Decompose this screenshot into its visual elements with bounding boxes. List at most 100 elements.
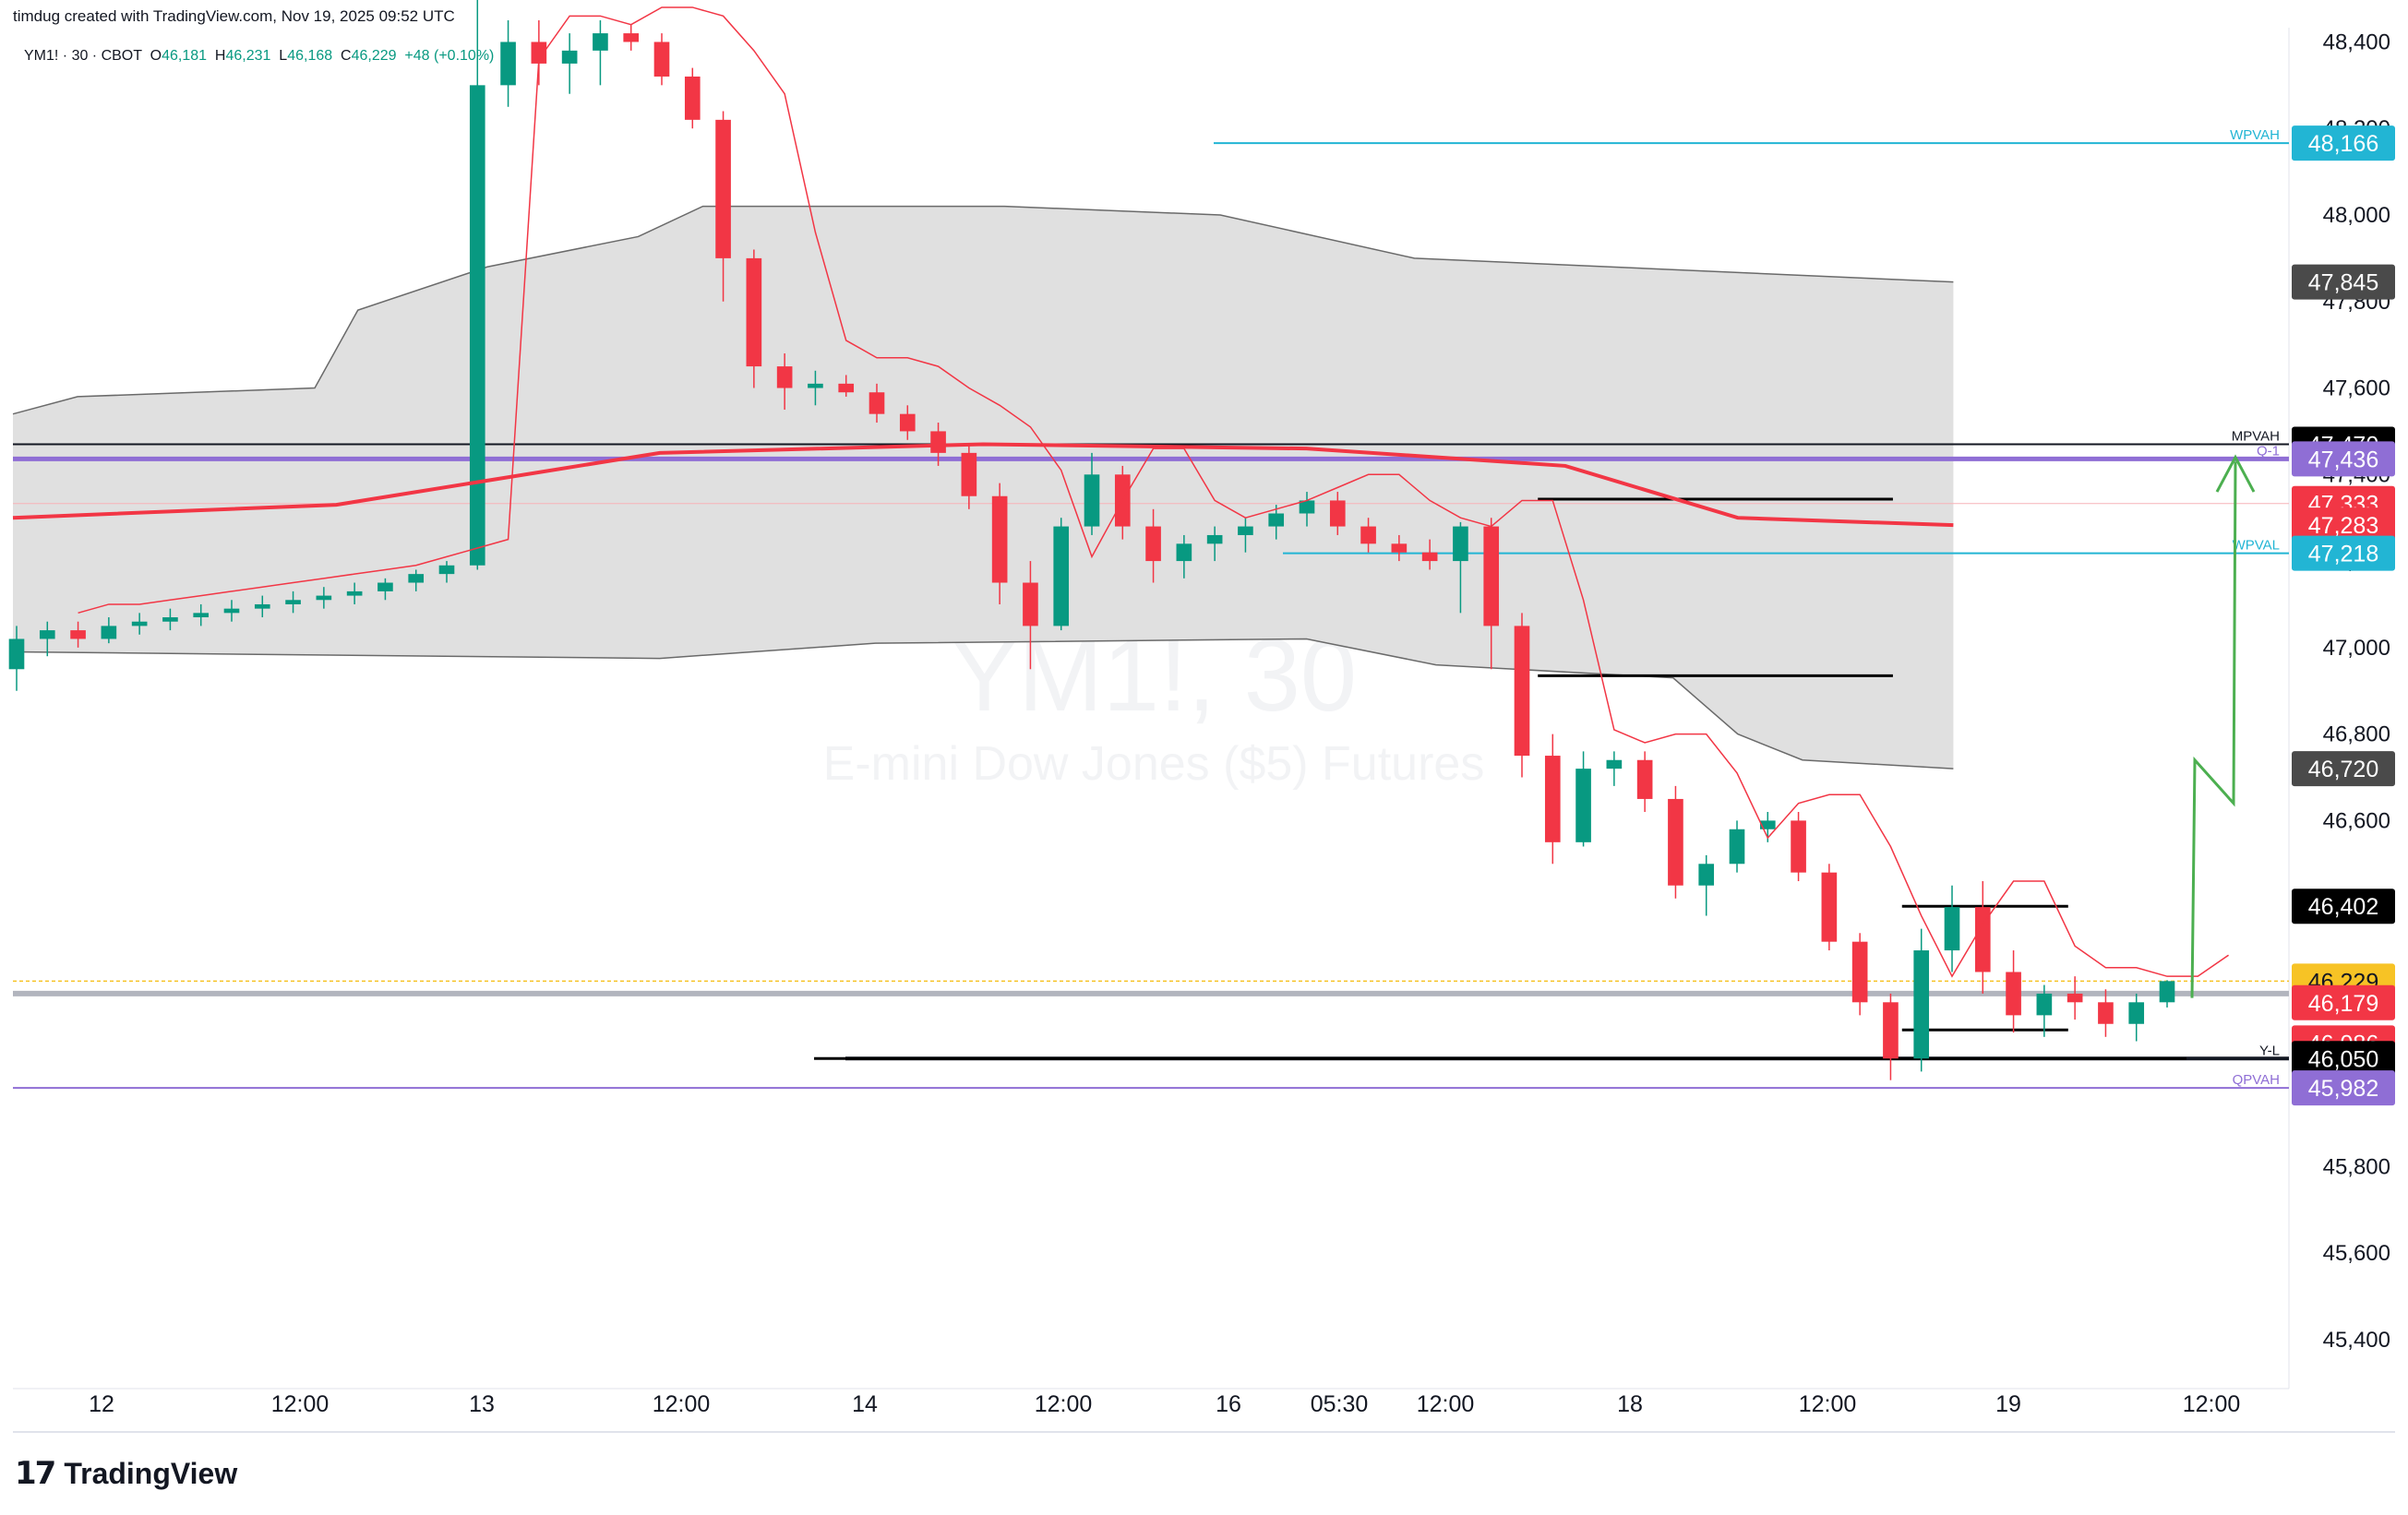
candle[interactable] xyxy=(408,569,425,591)
price-badge[interactable]: 48,166 xyxy=(2292,125,2395,161)
price-badge[interactable]: 47,845 xyxy=(2292,264,2395,300)
candle[interactable] xyxy=(1514,613,1530,778)
candle[interactable] xyxy=(193,603,210,626)
candle[interactable] xyxy=(1023,561,1038,670)
candle[interactable] xyxy=(1421,539,1438,570)
candle[interactable] xyxy=(1606,751,1623,786)
candle[interactable] xyxy=(2006,950,2021,1033)
legend-high: 46,231 xyxy=(225,48,271,64)
candle[interactable] xyxy=(254,595,270,618)
candle[interactable] xyxy=(1729,820,1745,873)
candle[interactable] xyxy=(1145,508,1161,583)
y-tick-label: 46,800 xyxy=(2323,722,2390,747)
candle[interactable] xyxy=(684,67,701,129)
candle[interactable] xyxy=(316,587,332,609)
candle[interactable] xyxy=(1453,521,1468,614)
candle[interactable] xyxy=(1360,518,1376,553)
candle[interactable] xyxy=(1791,812,1806,882)
candle[interactable] xyxy=(1268,505,1285,540)
candle[interactable] xyxy=(1053,518,1070,631)
x-tick-label: 05:30 xyxy=(1311,1391,1369,1417)
candle[interactable] xyxy=(991,483,1008,604)
candle[interactable] xyxy=(469,0,485,570)
candle[interactable] xyxy=(561,33,578,94)
candle[interactable] xyxy=(593,20,608,86)
candle[interactable] xyxy=(346,582,363,604)
price-badge[interactable]: 45,982 xyxy=(2292,1070,2395,1106)
chart-credit: timdug created with TradingView.com, Nov… xyxy=(13,7,455,25)
candle[interactable] xyxy=(1391,534,1408,562)
symbol-legend[interactable]: YM1! · 30 · CBOT O46,181 H46,231 L46,168… xyxy=(24,48,494,65)
candle[interactable] xyxy=(1176,534,1192,579)
candle[interactable] xyxy=(70,621,86,648)
candle[interactable] xyxy=(2067,976,2083,1020)
candle[interactable] xyxy=(1944,885,1960,972)
candle[interactable] xyxy=(838,375,855,397)
candle[interactable] xyxy=(1206,526,1223,562)
candle[interactable] xyxy=(8,626,25,691)
tradingview-logo[interactable]: 17 TradingView xyxy=(15,1450,237,1497)
candle[interactable] xyxy=(869,383,885,423)
level-label-q-1: Q-1 xyxy=(2257,443,2280,459)
band-upper-edge xyxy=(12,205,1954,415)
candle[interactable] xyxy=(1544,734,1561,865)
candle[interactable] xyxy=(1668,785,1683,899)
candle[interactable] xyxy=(2036,984,2053,1037)
candle[interactable] xyxy=(1483,518,1500,670)
legend-close-label: C xyxy=(341,48,352,64)
projection-arrow[interactable] xyxy=(2190,461,2237,998)
candle[interactable] xyxy=(1821,864,1838,951)
band-lower-edge xyxy=(12,638,1954,769)
price-badge[interactable]: 46,179 xyxy=(2292,984,2395,1020)
candle[interactable] xyxy=(2128,993,2145,1042)
candle[interactable] xyxy=(715,111,731,302)
candle[interactable] xyxy=(500,20,516,107)
candle[interactable] xyxy=(1698,854,1715,916)
candle[interactable] xyxy=(1575,751,1591,847)
candle[interactable] xyxy=(1329,492,1346,535)
watermark-name: E-mini Dow Jones ($5) Futures xyxy=(823,737,1485,791)
price-badge-text: 46,179 xyxy=(2308,991,2378,1017)
x-tick-label: 13 xyxy=(469,1391,495,1417)
price-badge[interactable]: 46,402 xyxy=(2292,889,2395,925)
candle[interactable] xyxy=(223,600,240,622)
candle[interactable] xyxy=(1636,751,1653,813)
candle[interactable] xyxy=(101,617,117,644)
y-tick-label: 47,000 xyxy=(2323,636,2390,661)
legend-change: +48 (+0.10%) xyxy=(404,48,495,64)
candle[interactable] xyxy=(1851,933,1868,1016)
candle[interactable] xyxy=(1883,993,1899,1080)
candle[interactable] xyxy=(1238,518,1253,553)
price-badge[interactable]: 47,218 xyxy=(2292,535,2395,571)
candle[interactable] xyxy=(531,20,547,86)
level-label-qpvah: QPVAH xyxy=(2233,1072,2280,1088)
candle[interactable] xyxy=(746,249,762,388)
candle[interactable] xyxy=(377,578,393,601)
legend-open: 46,181 xyxy=(162,48,208,64)
candle[interactable] xyxy=(1084,452,1100,535)
candle[interactable] xyxy=(1974,881,1991,994)
candle[interactable] xyxy=(899,405,916,440)
candle[interactable] xyxy=(623,24,640,51)
candle[interactable] xyxy=(162,608,178,631)
candle[interactable] xyxy=(776,353,793,410)
candle[interactable] xyxy=(961,444,977,509)
price-badge[interactable]: 47,283 xyxy=(2292,507,2395,543)
candle[interactable] xyxy=(1913,928,1930,1072)
price-badge[interactable]: 47,436 xyxy=(2292,441,2395,477)
candle[interactable] xyxy=(2159,980,2175,1008)
price-badge[interactable]: 46,720 xyxy=(2292,751,2395,787)
x-tick-label: 12:00 xyxy=(2183,1391,2241,1417)
candle[interactable] xyxy=(2098,989,2114,1037)
candle[interactable] xyxy=(131,613,148,635)
price-badge[interactable]: 46,050 xyxy=(2292,1041,2395,1077)
candle[interactable] xyxy=(653,33,670,86)
candle[interactable] xyxy=(1299,492,1315,527)
candle[interactable] xyxy=(438,561,455,583)
y-tick-label: 48,000 xyxy=(2323,203,2390,228)
candle[interactable] xyxy=(39,621,55,657)
candle[interactable] xyxy=(285,590,301,614)
candle[interactable] xyxy=(808,370,823,406)
vwap-line[interactable] xyxy=(12,442,1954,528)
